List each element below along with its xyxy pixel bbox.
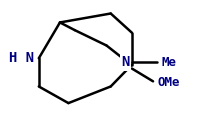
Text: N: N: [121, 55, 130, 69]
Text: N: N: [121, 55, 130, 69]
Text: H N: H N: [9, 51, 35, 65]
Text: Me: Me: [161, 56, 177, 69]
Text: H N: H N: [9, 51, 35, 65]
Text: OMe: OMe: [157, 76, 180, 89]
